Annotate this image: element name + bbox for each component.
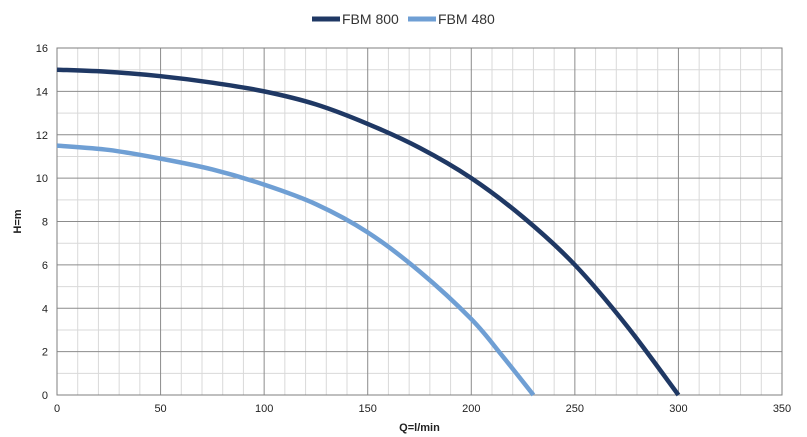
legend-label-fbm-800: FBM 800 (342, 11, 399, 27)
series-line-fbm-800 (56, 67, 681, 397)
y-tick-label: 8 (42, 217, 48, 229)
x-axis-title: Q=l/min (399, 422, 440, 434)
y-tick-label: 4 (42, 303, 48, 315)
series-lines (56, 67, 681, 397)
y-tick-label: 16 (36, 43, 48, 55)
x-tick-label: 300 (669, 403, 687, 415)
y-tick-labels: 0 2 4 6 8 10 12 14 16 (36, 43, 48, 402)
x-tick-label: 150 (359, 403, 377, 415)
plot-frame (56, 47, 783, 396)
x-tick-label: 0 (54, 403, 60, 415)
x-tick-label: 350 (773, 403, 791, 415)
y-tick-label: 14 (36, 86, 48, 98)
x-tick-label: 50 (154, 403, 166, 415)
x-tick-label: 100 (255, 403, 273, 415)
major-grid (56, 47, 783, 396)
y-tick-label: 10 (36, 173, 48, 185)
legend: FBM 800 FBM 480 (312, 11, 495, 27)
x-tick-label: 200 (462, 403, 480, 415)
x-tick-labels: 0 50 100 150 200 250 300 350 (54, 403, 791, 415)
plot-area-border (56, 47, 783, 396)
x-tick-label: 250 (566, 403, 584, 415)
legend-label-fbm-480: FBM 480 (438, 11, 495, 27)
y-axis-title: H=m (12, 209, 24, 233)
y-tick-label: 12 (36, 130, 48, 142)
y-tick-label: 6 (42, 260, 48, 272)
y-tick-label: 2 (42, 347, 48, 359)
y-tick-label: 0 (42, 390, 48, 402)
series-line-fbm-480 (56, 143, 536, 397)
